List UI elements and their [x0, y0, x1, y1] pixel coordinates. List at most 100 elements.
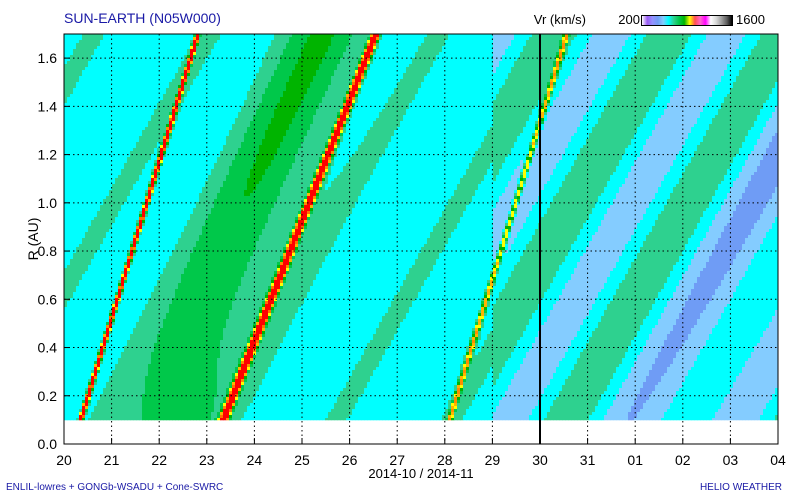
heatmap-cell	[112, 286, 115, 289]
heatmap-cell	[64, 181, 67, 184]
heatmap-cell	[112, 217, 115, 220]
heatmap-cell	[124, 82, 127, 85]
heatmap-cell	[142, 112, 145, 115]
heatmap-cell	[118, 412, 121, 415]
heatmap-cell	[100, 289, 103, 292]
heatmap-cell	[166, 112, 169, 115]
heatmap-cell	[82, 325, 85, 328]
heatmap-cell	[91, 355, 94, 358]
heatmap-cell	[82, 376, 85, 379]
heatmap-cell	[160, 400, 163, 403]
heatmap-cell	[100, 412, 103, 415]
heatmap-cell	[82, 259, 85, 262]
heatmap-cell	[97, 388, 100, 391]
heatmap-cell	[139, 412, 142, 415]
heatmap-cell	[121, 205, 124, 208]
heatmap-cell	[157, 112, 160, 115]
heatmap-cell	[154, 211, 157, 214]
heatmap-cell	[133, 157, 136, 160]
heatmap-cell	[136, 415, 139, 418]
heatmap-cell	[115, 316, 118, 319]
heatmap-cell	[82, 61, 85, 64]
heatmap-cell	[115, 307, 118, 310]
heatmap-cell	[64, 235, 67, 238]
heatmap-cell	[151, 274, 154, 277]
heatmap-cell	[85, 133, 88, 136]
heatmap-cell	[154, 370, 157, 373]
heatmap-cell	[91, 76, 94, 79]
heatmap-cell	[82, 139, 85, 142]
heatmap-cell	[172, 235, 175, 238]
heatmap-cell	[118, 160, 121, 163]
heatmap-cell	[79, 397, 82, 400]
heatmap-cell	[142, 301, 145, 304]
heatmap-cell	[106, 178, 109, 181]
heatmap-cell	[103, 79, 106, 82]
heatmap-cell	[121, 220, 124, 223]
heatmap-cell	[178, 295, 181, 298]
heatmap-cell	[79, 217, 82, 220]
heatmap-cell	[106, 331, 109, 334]
heatmap-cell	[70, 391, 73, 394]
heatmap-cell	[79, 319, 82, 322]
heatmap-cell	[160, 175, 163, 178]
heatmap-cell	[154, 319, 157, 322]
heatmap-cell	[67, 286, 70, 289]
heatmap-cell	[67, 334, 70, 337]
heatmap-cell	[85, 40, 88, 43]
heatmap-cell	[73, 67, 76, 70]
heatmap-cell	[172, 79, 175, 82]
heatmap-cell	[112, 148, 115, 151]
plot-area	[64, 34, 778, 444]
heatmap-cell	[163, 166, 166, 169]
heatmap-cell	[109, 94, 112, 97]
heatmap-cell	[169, 196, 172, 199]
heatmap-cell	[145, 307, 148, 310]
heatmap-cell	[85, 232, 88, 235]
heatmap-cell	[115, 232, 118, 235]
heatmap-cell	[160, 382, 163, 385]
heatmap-cell	[64, 349, 67, 352]
heatmap-cell	[139, 349, 142, 352]
heatmap-cell	[127, 61, 130, 64]
heatmap-cell	[139, 181, 142, 184]
heatmap-cell	[154, 136, 157, 139]
heatmap-cell	[166, 262, 169, 265]
heatmap-cell	[64, 70, 67, 73]
heatmap-cell	[133, 160, 136, 163]
heatmap-cell	[67, 73, 70, 76]
heatmap-cell	[91, 61, 94, 64]
heatmap-cell	[76, 334, 79, 337]
heatmap-cell	[94, 334, 97, 337]
heatmap-cell	[115, 298, 118, 301]
heatmap-cell	[169, 112, 172, 115]
heatmap-cell	[112, 46, 115, 49]
heatmap-cell	[100, 409, 103, 412]
heatmap-cell	[124, 235, 127, 238]
heatmap-cell	[175, 64, 178, 67]
heatmap-cell	[64, 184, 67, 187]
heatmap-cell	[133, 289, 136, 292]
heatmap-cell	[148, 244, 151, 247]
heatmap-cell	[121, 43, 124, 46]
heatmap-cell	[178, 73, 181, 76]
heatmap-cell	[103, 406, 106, 409]
heatmap-cell	[115, 67, 118, 70]
heatmap-cell	[64, 220, 67, 223]
heatmap-cell	[109, 328, 112, 331]
heatmap-cell	[175, 142, 178, 145]
heatmap-cell	[139, 91, 142, 94]
heatmap-cell	[142, 46, 145, 49]
heatmap-cell	[163, 322, 166, 325]
heatmap-cell	[151, 331, 154, 334]
heatmap-cell	[94, 352, 97, 355]
heatmap-cell	[109, 157, 112, 160]
heatmap-cell	[121, 64, 124, 67]
heatmap-cell	[79, 190, 82, 193]
heatmap-cell	[142, 304, 145, 307]
heatmap-cell	[160, 265, 163, 268]
heatmap-cell	[115, 118, 118, 121]
heatmap-cell	[64, 64, 67, 67]
heatmap-cell	[67, 337, 70, 340]
heatmap-cell	[100, 280, 103, 283]
